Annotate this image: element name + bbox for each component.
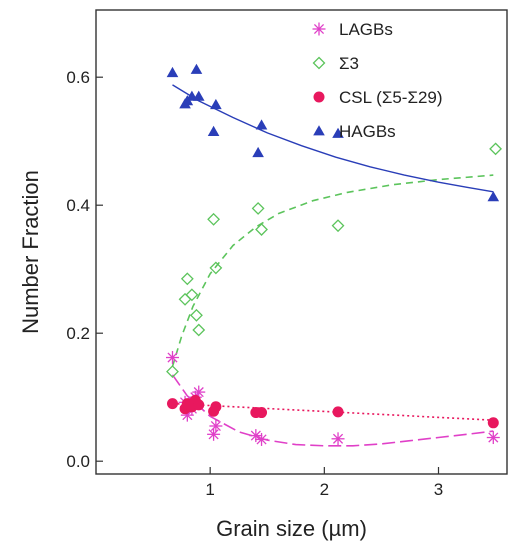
series-3-points	[166, 63, 500, 202]
data-point	[192, 90, 205, 101]
data-point	[178, 292, 192, 306]
asterisk-stroke	[208, 429, 219, 440]
legend-marker	[313, 91, 325, 103]
data-point	[331, 219, 345, 233]
data-point	[166, 398, 178, 410]
data-point	[166, 66, 179, 78]
data-point	[252, 146, 264, 158]
legend-entry: HAGBs	[313, 122, 396, 141]
legend-label: LAGBs	[339, 20, 393, 39]
series-2-points	[166, 394, 499, 429]
series-0-points	[165, 351, 500, 446]
legend-label: HAGBs	[339, 122, 396, 141]
x-tick-label: 1	[205, 480, 214, 499]
asterisk-stroke	[167, 352, 178, 363]
data-point	[190, 308, 203, 322]
asterisk-stroke	[313, 23, 325, 35]
series-1-points	[166, 142, 503, 379]
y-tick-label: 0.2	[66, 324, 90, 343]
asterisk-stroke	[250, 430, 261, 441]
data-point	[185, 288, 199, 302]
data-point	[209, 261, 223, 275]
y-tick-label: 0.4	[66, 196, 90, 215]
asterisk-stroke	[332, 433, 344, 444]
data-point	[193, 399, 205, 411]
asterisk-stroke	[210, 420, 221, 432]
legend-marker	[312, 22, 326, 36]
data-point	[255, 223, 268, 236]
data-point	[190, 63, 203, 74]
data-point	[209, 419, 223, 433]
data-point	[207, 125, 220, 136]
data-point	[331, 432, 345, 446]
y-tick-label: 0.6	[66, 68, 90, 87]
data-point	[166, 365, 179, 379]
legend-entry: LAGBs	[312, 20, 393, 39]
x-axis-title: Grain size (µm)	[216, 516, 367, 541]
data-point	[487, 417, 499, 429]
legend-marker	[313, 125, 325, 136]
legend-marker	[312, 56, 326, 70]
x-tick-label: 2	[320, 480, 329, 499]
data-point	[256, 407, 268, 419]
plot-frame	[95, 9, 508, 475]
data-point	[487, 191, 500, 202]
legend: LAGBs Σ3 CSL (Σ5-Σ29) HAGBs	[312, 20, 443, 141]
series-3-trend-line	[172, 84, 494, 193]
data-point	[332, 406, 344, 418]
data-point	[210, 98, 222, 110]
data-point	[207, 212, 221, 226]
data-point	[192, 323, 206, 337]
data-point	[486, 431, 500, 445]
data-point	[251, 201, 265, 215]
data-point	[332, 127, 344, 138]
data-point	[255, 432, 269, 446]
y-tick-label: 0.0	[66, 452, 90, 471]
series-1-trend-line	[171, 174, 494, 367]
x-tick-label: 3	[434, 480, 443, 499]
data-point	[210, 401, 222, 413]
data-point	[165, 351, 179, 365]
legend-label: Σ3	[339, 54, 359, 73]
data-point	[489, 142, 503, 156]
plot-area	[165, 63, 503, 447]
data-point	[249, 429, 263, 443]
data-point	[207, 427, 221, 441]
legend-entry: Σ3	[312, 54, 359, 73]
data-point	[255, 119, 268, 130]
asterisk-stroke	[256, 434, 267, 445]
asterisk-stroke	[488, 432, 499, 443]
y-axis-title: Number Fraction	[18, 170, 43, 334]
legend-label: CSL (Σ5-Σ29)	[339, 88, 443, 107]
legend-entry: CSL (Σ5-Σ29)	[313, 88, 443, 107]
axes: 1 2 3 0.0 0.2 0.4 0.6 Grain size (µm) Number Fra…	[18, 9, 508, 541]
series-0-trend-line	[171, 374, 494, 447]
data-point	[180, 272, 194, 286]
